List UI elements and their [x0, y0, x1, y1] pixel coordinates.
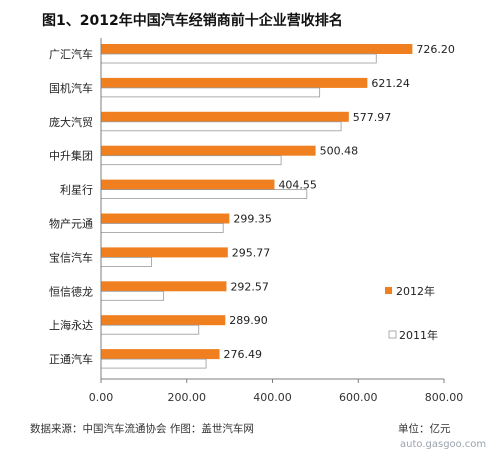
bar-2012: [101, 213, 230, 224]
legend-label-2012: 2012年: [396, 284, 435, 298]
bar-2012: [101, 179, 275, 190]
data-label: 292.57: [230, 280, 269, 293]
category-label: 正通汽车: [49, 352, 93, 366]
x-tick-label: 800.00: [425, 391, 464, 404]
category-label: 恒信德龙: [49, 284, 93, 298]
data-label: 500.48: [320, 145, 359, 158]
bars-group: 726.20 广汇汽车 621.24 国机汽车 577.97 庞大汽贸 500.48 中升集团…: [49, 38, 463, 404]
x-tick-label: 600.00: [339, 391, 378, 404]
bar-2011: [100, 324, 200, 335]
category-label: 上海永达: [49, 318, 93, 332]
data-label: 295.77: [232, 246, 271, 259]
bar-2011: [100, 223, 224, 233]
category-label: 中升集团: [49, 149, 93, 163]
category-label: 利星行: [60, 184, 93, 197]
legend-swatch-2012: [385, 287, 392, 294]
category-label: 物产元通: [49, 217, 93, 231]
data-label: 404.55: [278, 179, 317, 192]
bar-2012: [101, 281, 227, 292]
unit-label: 单位：亿元: [398, 422, 451, 435]
bar-2012: [101, 44, 413, 54]
bar-2011: [100, 290, 164, 301]
watermark: auto.gasgoo.com: [400, 439, 486, 450]
data-label: 276.49: [224, 348, 263, 361]
bar-2012: [101, 315, 226, 326]
chart-title: 图1、2012年中国汽车经销商前十企业营收排名: [42, 12, 343, 29]
category-label: 广汇汽车: [49, 47, 93, 61]
bar-2012: [101, 349, 220, 360]
bar-2011: [100, 189, 308, 200]
legend-swatch-2011: [388, 330, 397, 339]
bar-2012: [101, 77, 368, 88]
category-label: 庞大汽贸: [49, 115, 93, 129]
data-label: 726.20: [416, 43, 455, 56]
x-tick-label: 0.00: [89, 391, 114, 404]
legend-label-2011: 2011年: [399, 328, 438, 342]
data-label: 577.97: [353, 111, 392, 124]
category-label: 宝信汽车: [49, 250, 93, 264]
data-label: 621.24: [371, 77, 410, 90]
data-label: 299.35: [233, 213, 272, 226]
bar-2011: [100, 358, 207, 369]
bar-2012: [101, 145, 316, 156]
bar-2012: [101, 111, 349, 122]
bar-2011: [100, 121, 342, 132]
x-tick-label: 400.00: [253, 391, 292, 404]
bar-2011: [100, 53, 377, 64]
bar-2011: [100, 155, 282, 166]
category-label: 国机汽车: [49, 81, 93, 95]
x-tick-label: 200.00: [168, 391, 207, 404]
legend: 2012年 2011年: [385, 284, 438, 342]
bar-2012: [101, 247, 228, 258]
data-label: 289.90: [229, 314, 267, 327]
bar-2011: [100, 87, 321, 98]
source-note: 数据来源：中国汽车流通协会 作图：盖世汽车网: [30, 422, 254, 435]
bar-2011: [100, 256, 152, 267]
